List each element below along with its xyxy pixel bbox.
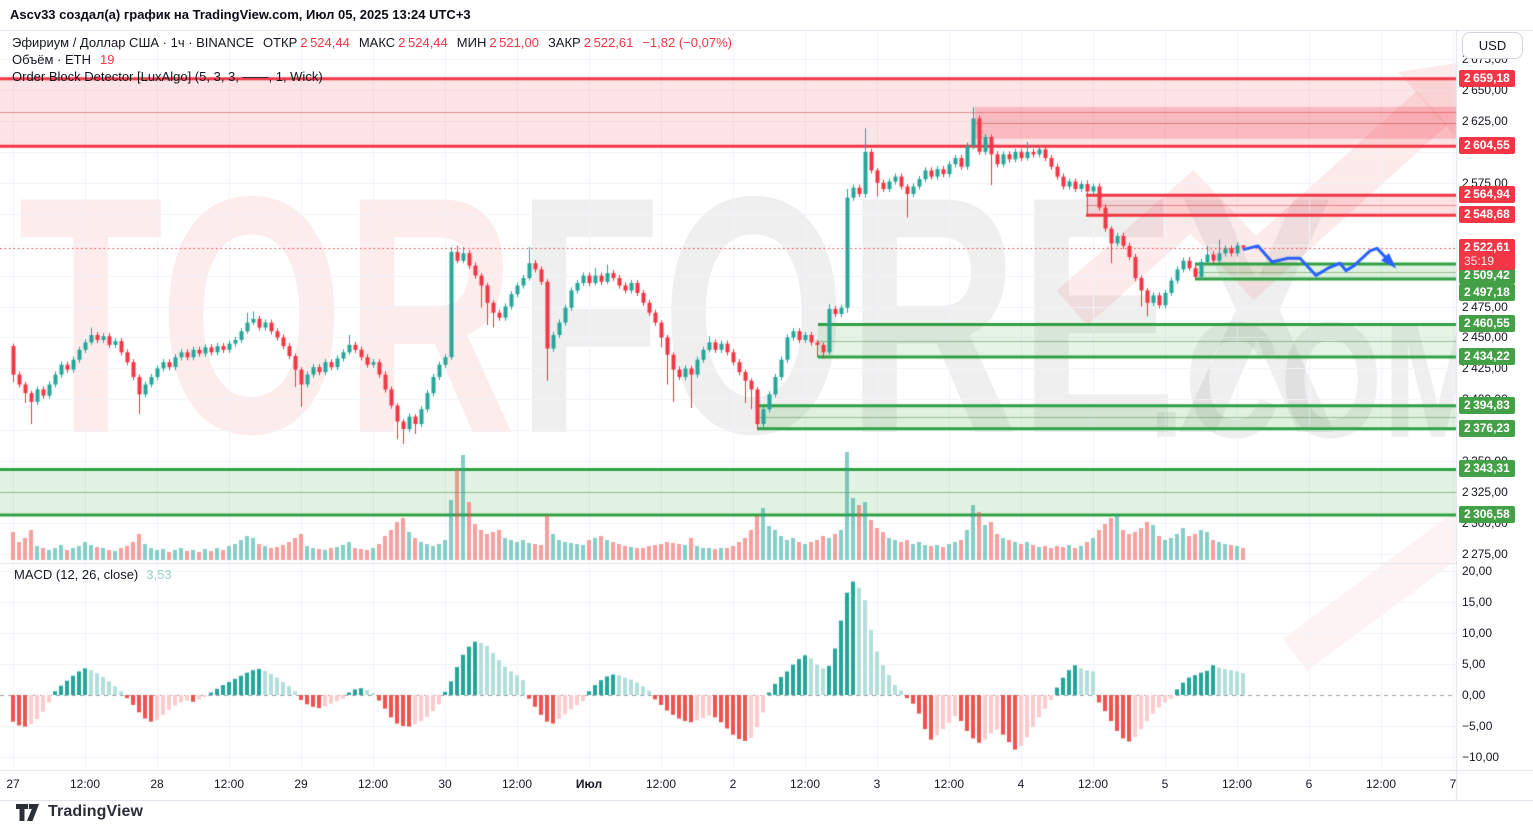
macd-legend-row[interactable]: MACD (12, 26, close) 3,53 [14,567,172,582]
currency-usd-button[interactable]: USD [1462,32,1523,59]
time-tick-label: 12:00 [213,777,245,791]
indicator-title[interactable]: Order Block Detector [LuxAlgo] (5, 3, 3,… [12,69,323,84]
price-tick-label: 2 475,00 [1462,299,1508,314]
tradingview-logo[interactable]: TradingView [16,803,143,821]
time-tick-label: 28 [150,777,164,791]
macd-tick-label: 20,00 [1462,564,1493,578]
price-level-pill: 2 548,68 [1459,206,1515,224]
macd-tick-label: 5,00 [1462,657,1486,671]
price-level-pill: 2 306,58 [1459,505,1515,523]
close-pair: ЗАКР 2 522,61 [547,35,634,50]
time-tick-label: 2 [729,777,737,791]
price-tick-label: 2 450,00 [1462,330,1508,345]
time-tick-label: 27 [6,777,20,791]
price-tick-label: 2 625,00 [1462,113,1508,128]
price-level-pill: 2 394,83 [1459,396,1515,414]
volume-legend-row[interactable]: Объём · ETH 19 [12,52,732,68]
macd-tick-label: 15,00 [1462,595,1493,609]
macd-value: 3,53 [146,567,172,582]
time-tick-label: 29 [294,777,308,791]
indicator-legend-row[interactable]: Order Block Detector [LuxAlgo] (5, 3, 3,… [12,69,732,85]
time-tick-label: 12:00 [933,777,965,791]
low-pair: МИН 2 521,00 [456,35,539,50]
macd-tick-label: 10,00 [1462,626,1493,640]
time-tick-label: 3 [873,777,881,791]
time-tick-label: 12:00 [789,777,821,791]
price-level-pill: 2 376,23 [1459,419,1515,437]
time-tick-label: 30 [438,777,452,791]
price-level-pill: 2 497,18 [1459,284,1515,301]
chart-legend: Эфириум / Доллар США · 1ч · BINANCE ОТКР… [12,35,732,86]
high-pair: МАКС 2 524,44 [358,35,448,50]
price-level-pill: 2 604,55 [1459,137,1515,155]
price-level-pill: 2 434,22 [1459,347,1515,365]
price-tick-label: 2 325,00 [1462,485,1508,500]
change-value: −1,82 (−0,07%) [642,35,732,50]
symbol-legend-row[interactable]: Эфириум / Доллар США · 1ч · BINANCE ОТКР… [12,35,732,51]
macd-tick-label: −10,00 [1462,750,1500,764]
time-tick-label: 5 [1161,777,1169,791]
time-tick-label: 12:00 [69,777,101,791]
time-tick-label: 12:00 [1077,777,1109,791]
time-tick-label: 12:00 [357,777,389,791]
time-tick-label: 12:00 [1365,777,1397,791]
price-level-pill: 2 659,18 [1459,69,1515,87]
volume-title[interactable]: Объём · ETH [12,52,91,67]
time-tick-label: 6 [1305,777,1313,791]
price-level-pill: 2 564,94 [1459,186,1515,204]
time-tick-label: 12:00 [1221,777,1253,791]
volume-value: 19 [99,52,115,67]
price-level-pill: 2 509,42 [1459,267,1515,284]
time-axis[interactable]: 27 12:00 28 12:00 29 12:00 30 12:00 Июл 12:00 2 12:… [0,770,1456,800]
macd-tick-label: 0,00 [1462,688,1486,702]
time-tick-label: 12:00 [645,777,677,791]
price-level-pill: 2 343,31 [1459,460,1515,478]
tradingview-logo-icon [16,803,39,821]
time-tick-label: Июл [575,777,603,791]
current-price-pill: 2 522,61 35:19 [1459,238,1515,270]
macd-title[interactable]: MACD (12, 26, close) [14,567,139,582]
macd-tick-label: −5,00 [1462,719,1493,733]
time-tick-label: 7 [1449,777,1456,791]
time-tick-label: 4 [1017,777,1025,791]
price-tick-label: 2 275,00 [1462,546,1508,561]
price-level-pill: 2 460,55 [1459,315,1515,333]
symbol-title[interactable]: Эфириум / Доллар США · 1ч · BINANCE [12,35,254,50]
countdown-timer: 35:19 [1464,253,1495,268]
time-tick-label: 12:00 [501,777,533,791]
open-pair: ОТКР 2 524,44 [262,35,350,50]
current-price-value: 2 522,61 [1464,239,1510,254]
tradingview-logo-text: TradingView [48,803,144,820]
price-axis[interactable]: 2 675,00 2 650,00 2 625,00 2 575,00 2 475,00… [1456,30,1533,770]
